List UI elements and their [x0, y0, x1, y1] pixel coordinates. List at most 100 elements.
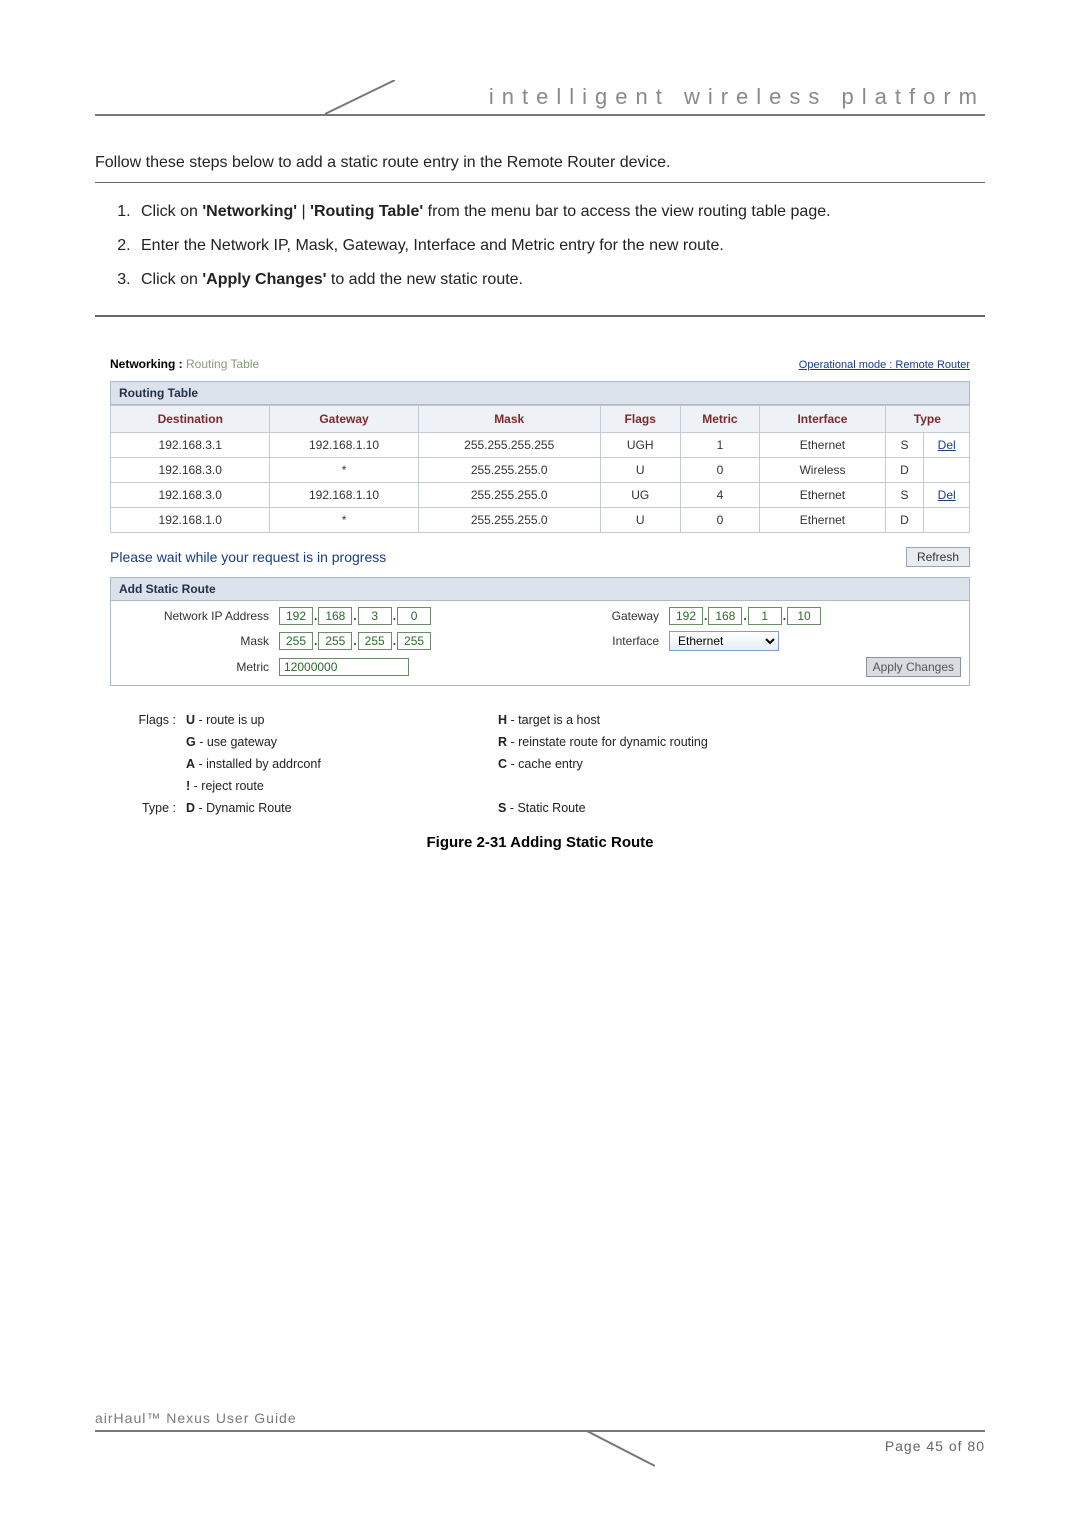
table-cell: Ethernet	[760, 483, 885, 508]
legend-key: Flags :	[112, 710, 182, 730]
gw-oct-1[interactable]	[669, 607, 703, 625]
col-flags: Flags	[600, 406, 680, 433]
breadcrumb: Networking : Routing Table	[110, 357, 259, 371]
mask-input: ...	[279, 632, 559, 650]
col-destination: Destination	[111, 406, 270, 433]
routing-table: Destination Gateway Mask Flags Metric In…	[110, 405, 970, 533]
step-3: Click on 'Apply Changes' to add the new …	[135, 271, 981, 289]
legend-left: D - Dynamic Route	[184, 798, 494, 818]
delete-link[interactable]: Del	[938, 488, 956, 502]
table-cell: S	[885, 483, 924, 508]
footer-product: airHaul™ Nexus User Guide	[95, 1410, 297, 1426]
table-cell: U	[600, 458, 680, 483]
legend-left: U - route is up	[184, 710, 494, 730]
header-title: intelligent wireless platform	[489, 84, 985, 110]
table-cell: 192.168.1.0	[111, 508, 270, 533]
legend-left: A - installed by addrconf	[184, 754, 494, 774]
table-cell: UGH	[600, 433, 680, 458]
routing-table-body: 192.168.3.1192.168.1.10255.255.255.255UG…	[111, 433, 970, 533]
table-cell: 192.168.3.0	[111, 458, 270, 483]
delete-link[interactable]: Del	[938, 438, 956, 452]
nip-oct-3[interactable]	[358, 607, 392, 625]
legend-right	[496, 776, 968, 796]
gw-oct-3[interactable]	[748, 607, 782, 625]
wait-row: Please wait while your request is in pro…	[110, 547, 970, 567]
header-diagonal	[325, 80, 395, 116]
mask-oct-1[interactable]	[279, 632, 313, 650]
page-footer: airHaul™ Nexus User Guide Page 45 of 80	[95, 1430, 985, 1468]
breadcrumb-section: Networking :	[110, 357, 186, 371]
legend-left: G - use gateway	[184, 732, 494, 752]
interface-select-wrap: Ethernet	[669, 631, 961, 651]
label-interface: Interface	[559, 634, 669, 648]
table-cell	[924, 508, 970, 533]
refresh-button[interactable]: Refresh	[906, 547, 970, 567]
table-cell: Wireless	[760, 458, 885, 483]
routing-table-head: Destination Gateway Mask Flags Metric In…	[111, 406, 970, 433]
apply-changes-button[interactable]: Apply Changes	[866, 657, 961, 677]
opmode-link-wrap: Operational mode : Remote Router	[799, 357, 970, 371]
table-cell: 0	[680, 458, 760, 483]
legend-right: C - cache entry	[496, 754, 968, 774]
legend-row: ! - reject route	[112, 776, 968, 796]
nip-oct-1[interactable]	[279, 607, 313, 625]
table-cell: Del	[924, 433, 970, 458]
opmode-link[interactable]: Operational mode : Remote Router	[799, 359, 970, 371]
nip-oct-4[interactable]	[397, 607, 431, 625]
mask-oct-3[interactable]	[358, 632, 392, 650]
network-ip-input: ...	[279, 607, 559, 625]
gw-oct-2[interactable]	[708, 607, 742, 625]
interface-select[interactable]: Ethernet	[669, 631, 779, 651]
table-row: 192.168.3.0*255.255.255.0U0WirelessD	[111, 458, 970, 483]
table-row: 192.168.3.0192.168.1.10255.255.255.0UG4E…	[111, 483, 970, 508]
table-cell	[924, 458, 970, 483]
col-gateway: Gateway	[270, 406, 418, 433]
page-header-rule: intelligent wireless platform	[95, 80, 985, 116]
legend-key	[112, 776, 182, 796]
step-2: Enter the Network IP, Mask, Gateway, Int…	[135, 237, 981, 255]
table-cell: 1	[680, 433, 760, 458]
wait-message: Please wait while your request is in pro…	[110, 549, 386, 565]
mask-oct-2[interactable]	[318, 632, 352, 650]
add-static-route-panel: Add Static Route Network IP Address ... …	[110, 577, 970, 686]
col-interface: Interface	[760, 406, 885, 433]
metric-input[interactable]	[279, 658, 409, 676]
table-row: 192.168.1.0*255.255.255.0U0EthernetD	[111, 508, 970, 533]
routing-table-header: Routing Table	[110, 381, 970, 405]
table-cell: Ethernet	[760, 508, 885, 533]
label-metric: Metric	[119, 660, 279, 674]
table-cell: D	[885, 458, 924, 483]
legend-right: S - Static Route	[496, 798, 968, 818]
table-cell: Del	[924, 483, 970, 508]
table-cell: *	[270, 508, 418, 533]
col-mask: Mask	[418, 406, 600, 433]
figure-caption: Figure 2-31 Adding Static Route	[95, 834, 985, 851]
table-cell: 192.168.3.1	[111, 433, 270, 458]
apply-wrap: Apply Changes	[669, 657, 961, 677]
screenshot-region: Networking : Routing Table Operational m…	[110, 357, 970, 820]
table-cell: 255.255.255.0	[418, 458, 600, 483]
gateway-input: ...	[669, 607, 961, 625]
table-cell: S	[885, 433, 924, 458]
label-gateway: Gateway	[559, 609, 669, 623]
nip-oct-2[interactable]	[318, 607, 352, 625]
table-cell: 192.168.3.0	[111, 483, 270, 508]
table-cell: 255.255.255.255	[418, 433, 600, 458]
divider-bottom	[95, 315, 985, 317]
col-metric: Metric	[680, 406, 760, 433]
footer-rule	[95, 1430, 985, 1468]
breadcrumb-page: Routing Table	[186, 357, 259, 371]
intro-text: Follow these steps below to add a static…	[95, 154, 985, 172]
mask-oct-4[interactable]	[397, 632, 431, 650]
table-cell: 0	[680, 508, 760, 533]
col-type: Type	[885, 406, 969, 433]
step-1: Click on 'Networking' | 'Routing Table' …	[135, 203, 981, 221]
table-cell: 192.168.1.10	[270, 483, 418, 508]
legend-key: Type :	[112, 798, 182, 818]
add-static-route-header: Add Static Route	[111, 578, 969, 601]
table-cell: 4	[680, 483, 760, 508]
gw-oct-4[interactable]	[787, 607, 821, 625]
table-cell: U	[600, 508, 680, 533]
screenshot-top-bar: Networking : Routing Table Operational m…	[110, 357, 970, 371]
table-cell: 192.168.1.10	[270, 433, 418, 458]
